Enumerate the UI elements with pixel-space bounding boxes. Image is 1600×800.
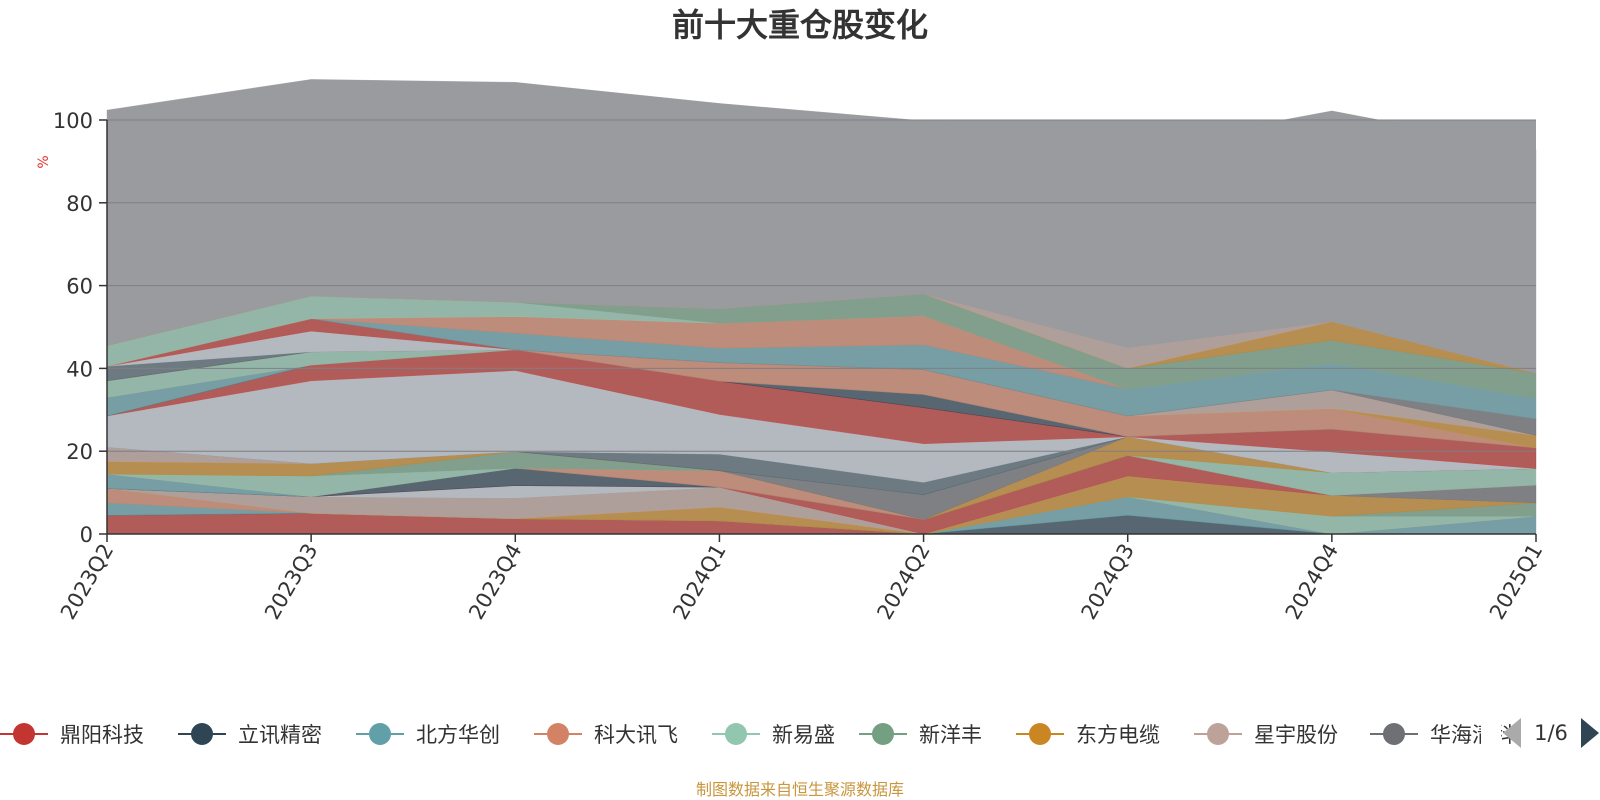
- legend-item[interactable]: 新易盛: [712, 723, 835, 747]
- area-series[interactable]: [106, 79, 1537, 374]
- legend-circle-marker: [13, 723, 35, 745]
- legend[interactable]: 鼎阳科技 立讯精密 北方华创 科大讯飞 新易盛 新洋丰 东方电缆 星宇股份 华海清科: [0, 712, 1514, 756]
- y-axis-tick-label: 0: [80, 523, 93, 547]
- legend-page-indicator: 1/6: [1534, 721, 1568, 745]
- data-source-footnote: 制图数据来自恒生聚源数据库: [696, 780, 904, 799]
- grid-lines: [107, 119, 1536, 452]
- legend-item[interactable]: 立讯精密: [178, 723, 322, 747]
- legend-label: 鼎阳科技: [60, 723, 144, 747]
- y-axis-tick-label: 20: [66, 440, 93, 464]
- legend-item[interactable]: 东方电缆: [1016, 723, 1160, 747]
- x-axis-tick-label: 2023Q2: [56, 540, 118, 624]
- legend-label: 东方电缆: [1076, 723, 1160, 747]
- y-axis-tick-label: 100: [53, 109, 93, 133]
- legend-circle-marker: [872, 723, 894, 745]
- x-axis-tick-label: 2023Q4: [464, 540, 526, 624]
- legend-label: 新易盛: [772, 723, 835, 747]
- legend-item[interactable]: 北方华创: [356, 723, 500, 747]
- legend-label: 华海清科: [1430, 723, 1514, 747]
- legend-circle-marker: [1383, 723, 1405, 745]
- legend-circle-marker: [547, 723, 569, 745]
- chart-title: 前十大重仓股变化: [672, 6, 928, 44]
- legend-pager[interactable]: 1/6: [1503, 718, 1599, 748]
- x-axis-tick-label: 2024Q1: [668, 540, 730, 624]
- legend-item[interactable]: 科大讯飞: [534, 723, 678, 747]
- x-axis-tick-label: 2024Q3: [1077, 540, 1139, 624]
- legend-circle-marker: [1029, 723, 1051, 745]
- x-axis-tick-label: 2024Q2: [872, 540, 934, 624]
- x-axis-tick-label: 2024Q4: [1281, 540, 1343, 624]
- y-axis-tick-label: 80: [66, 192, 93, 216]
- legend-next-page-icon[interactable]: [1581, 718, 1599, 748]
- legend-label: 星宇股份: [1254, 723, 1338, 747]
- x-axis-tick-label: 2025Q1: [1485, 540, 1547, 624]
- legend-circle-marker: [1207, 723, 1229, 745]
- legend-overflow-mask: [1481, 712, 1501, 756]
- legend-label: 立讯精密: [238, 723, 322, 747]
- legend-item[interactable]: 星宇股份: [1194, 723, 1338, 747]
- legend-circle-marker: [369, 723, 391, 745]
- y-axis-tick-label: 60: [66, 275, 93, 299]
- x-axis-tick-label: 2023Q3: [260, 540, 322, 624]
- legend-item[interactable]: 鼎阳科技: [0, 723, 144, 747]
- y-axis-unit-label: %: [36, 155, 52, 168]
- y-axis-tick-label: 40: [66, 357, 93, 381]
- area-series-group: [106, 79, 1537, 535]
- legend-label: 科大讯飞: [594, 723, 678, 747]
- legend-item[interactable]: 新洋丰: [859, 723, 982, 747]
- legend-label: 新洋丰: [919, 723, 982, 747]
- legend-prev-page-icon[interactable]: [1503, 718, 1521, 748]
- legend-circle-marker: [191, 723, 213, 745]
- legend-circle-marker: [725, 723, 747, 745]
- legend-label: 北方华创: [416, 723, 500, 747]
